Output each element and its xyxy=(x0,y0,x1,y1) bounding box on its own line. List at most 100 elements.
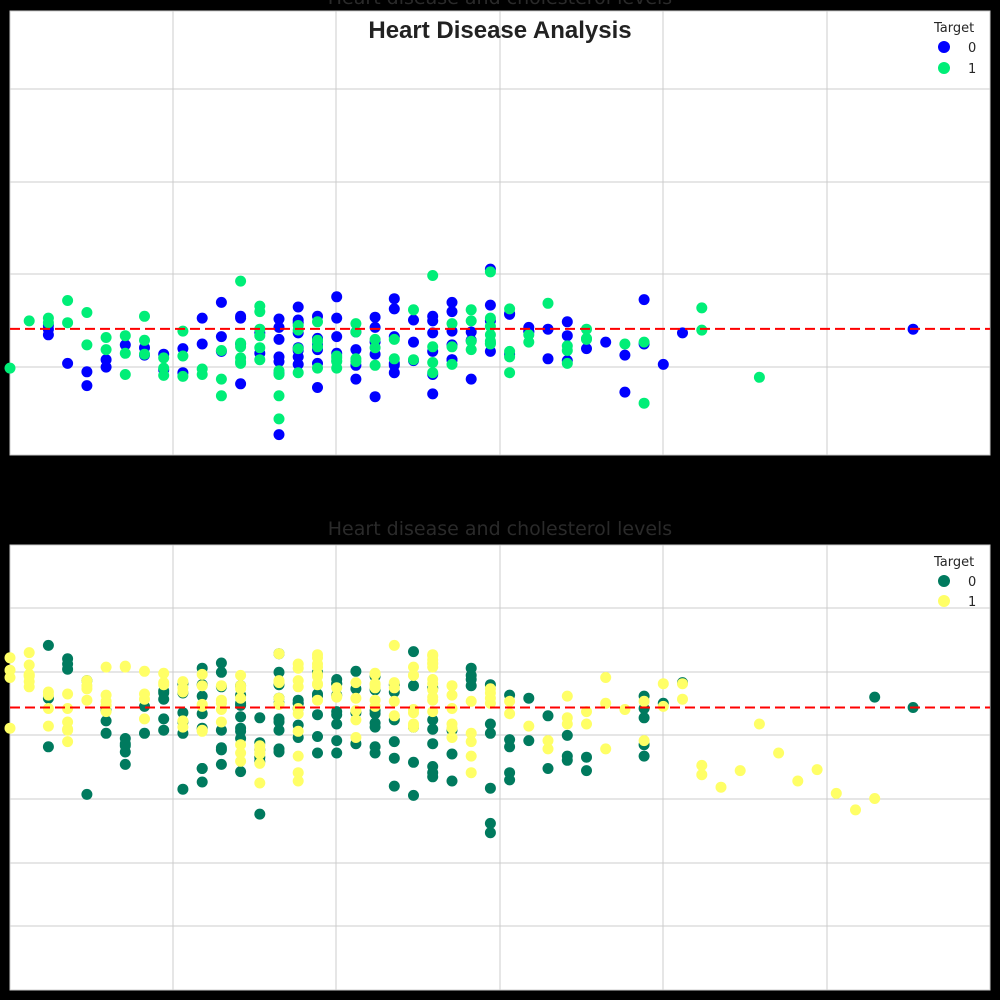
scatter-point-target-1 xyxy=(696,759,708,771)
scatter-point-target-1 xyxy=(42,703,54,714)
scatter-point-target-0 xyxy=(312,709,323,721)
scatter-point-target-0 xyxy=(388,367,400,379)
scatter-point-target-1 xyxy=(504,351,516,363)
scatter-point-target-0 xyxy=(312,731,323,742)
scatter-point-target-0 xyxy=(42,329,54,341)
scatter-point-target-1 xyxy=(446,689,458,701)
scatter-point-target-1 xyxy=(23,669,35,681)
scatter-point-target-1 xyxy=(581,718,592,730)
scatter-point-target-1 xyxy=(23,647,35,659)
scatter-point-target-0 xyxy=(581,343,592,355)
scatter-point-target-0 xyxy=(561,729,573,741)
scatter-point-target-1 xyxy=(677,693,688,705)
scatter-point-target-1 xyxy=(215,345,227,356)
scatter-plot-top: Heart disease and cholesterol levels Tar… xyxy=(4,0,991,456)
scatter-point-target-1 xyxy=(696,324,708,336)
scatter-point-target-0 xyxy=(542,710,554,722)
scatter-point-target-0 xyxy=(446,775,458,787)
scatter-point-target-0 xyxy=(446,306,458,318)
scatter-point-target-1 xyxy=(331,682,343,694)
scatter-point-target-1 xyxy=(139,688,150,700)
scatter-point-target-0 xyxy=(504,734,516,746)
scatter-point-target-0 xyxy=(369,391,381,403)
scatter-point-target-1 xyxy=(388,710,400,722)
scatter-point-target-0 xyxy=(408,336,419,348)
scatter-point-target-1 xyxy=(504,708,516,720)
scatter-point-target-1 xyxy=(177,721,189,733)
scatter-point-target-0 xyxy=(292,694,304,706)
scatter-point-target-1 xyxy=(254,330,266,342)
scatter-point-target-0 xyxy=(427,327,439,339)
scatter-point-target-1 xyxy=(312,649,323,661)
scatter-point-target-1 xyxy=(408,718,419,730)
scatter-point-target-1 xyxy=(484,335,496,347)
scatter-point-target-0 xyxy=(62,658,74,670)
scatter-point-target-1 xyxy=(62,724,74,736)
scatter-point-target-1 xyxy=(677,678,688,690)
scatter-point-target-1 xyxy=(292,324,304,336)
scatter-point-target-0 xyxy=(273,429,285,441)
scatter-point-target-1 xyxy=(196,363,208,375)
scatter-point-target-1 xyxy=(600,672,612,683)
scatter-point-target-1 xyxy=(484,266,496,278)
scatter-point-target-1 xyxy=(638,735,650,747)
scatter-point-target-1 xyxy=(42,689,54,701)
scatter-points-top xyxy=(4,263,919,441)
scatter-point-target-0 xyxy=(581,751,592,763)
scatter-point-target-1 xyxy=(350,732,362,743)
scatter-point-target-0 xyxy=(81,366,93,378)
scatter-point-target-0 xyxy=(561,316,573,328)
scatter-point-target-1 xyxy=(215,716,227,728)
scatter-plot-bottom: Heart disease and cholesterol levels Tar… xyxy=(4,518,991,991)
scatter-point-target-1 xyxy=(446,318,458,330)
scatter-point-target-1 xyxy=(638,336,650,348)
scatter-point-target-1 xyxy=(292,343,304,355)
scatter-point-target-1 xyxy=(62,736,74,748)
scatter-point-target-1 xyxy=(254,354,266,366)
scatter-point-target-1 xyxy=(158,677,170,689)
scatter-point-target-1 xyxy=(753,718,765,730)
scatter-point-target-1 xyxy=(388,639,400,651)
scatter-point-target-0 xyxy=(484,817,496,829)
scatter-point-target-0 xyxy=(388,736,400,748)
scatter-point-target-0 xyxy=(331,747,343,759)
legend-label-0-top: 0 xyxy=(968,41,976,56)
scatter-point-target-1 xyxy=(427,678,439,690)
scatter-point-target-1 xyxy=(139,348,150,360)
scatter-point-target-1 xyxy=(427,341,439,353)
scatter-point-target-1 xyxy=(158,352,170,364)
scatter-point-target-0 xyxy=(42,639,54,651)
legend-label-1-top: 1 xyxy=(968,62,976,77)
scatter-point-target-1 xyxy=(561,718,573,730)
scatter-point-target-0 xyxy=(100,715,112,727)
scatter-point-target-0 xyxy=(331,709,343,721)
scatter-point-target-1 xyxy=(484,312,496,324)
scatter-point-target-0 xyxy=(638,750,650,762)
legend-marker-1-bottom xyxy=(938,595,950,607)
scatter-point-target-0 xyxy=(408,789,419,801)
scatter-point-target-1 xyxy=(581,332,592,344)
scatter-point-target-1 xyxy=(235,739,247,751)
scatter-point-target-1 xyxy=(408,354,419,366)
scatter-point-target-1 xyxy=(235,747,247,759)
scatter-point-target-0 xyxy=(177,707,189,719)
scatter-point-target-0 xyxy=(196,776,208,788)
scatter-point-target-1 xyxy=(331,691,343,703)
scatter-point-target-1 xyxy=(561,690,573,702)
scatter-point-target-1 xyxy=(427,649,439,661)
scatter-point-target-1 xyxy=(408,661,419,673)
scatter-point-target-0 xyxy=(215,666,227,678)
scatter-point-target-0 xyxy=(235,312,247,324)
scatter-point-target-1 xyxy=(465,315,477,327)
scatter-point-target-1 xyxy=(158,667,170,679)
scatter-point-target-0 xyxy=(196,763,208,774)
scatter-point-target-0 xyxy=(273,713,285,725)
scatter-point-target-0 xyxy=(542,323,554,335)
grid-bottom xyxy=(10,545,990,990)
scatter-point-target-1 xyxy=(734,765,746,777)
scatter-point-target-1 xyxy=(369,342,381,354)
scatter-point-target-0 xyxy=(81,788,93,800)
scatter-point-target-1 xyxy=(484,692,496,704)
scatter-point-target-1 xyxy=(561,357,573,369)
legend-title-top: Target xyxy=(933,21,974,36)
